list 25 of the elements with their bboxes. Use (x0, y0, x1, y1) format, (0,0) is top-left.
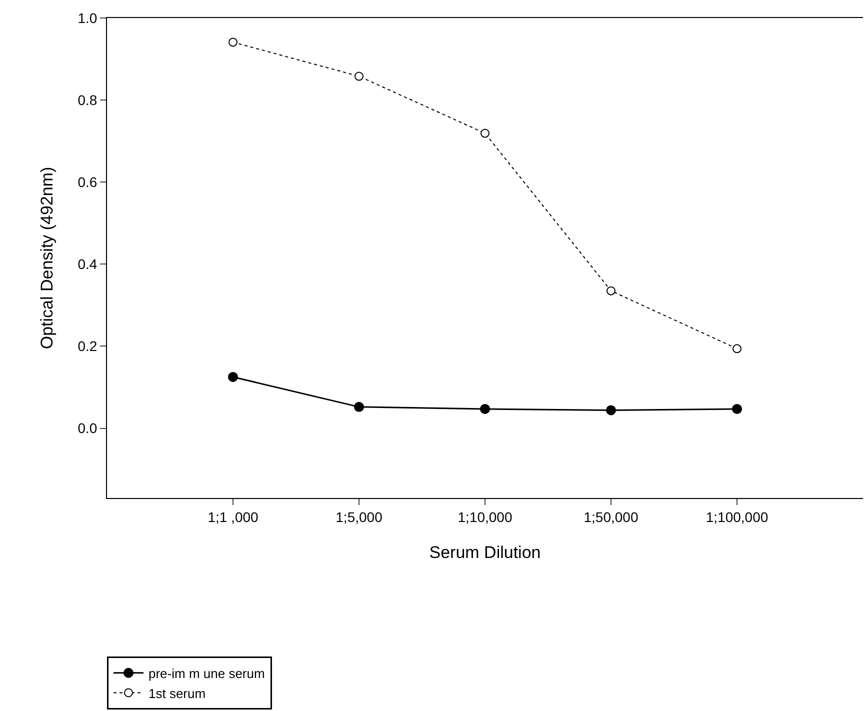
x-tick-label: 1;5,000 (336, 508, 383, 525)
y-tick-label: 0.4 (78, 256, 98, 272)
point (480, 128, 490, 138)
x-tick-label: 1;1 ,000 (208, 508, 259, 525)
point (228, 372, 238, 382)
y-tick-label: 1.0 (78, 10, 98, 26)
y-tick-label: 0.6 (78, 174, 98, 190)
point (732, 404, 742, 414)
y-tick-label: 0.0 (78, 420, 98, 436)
point (228, 38, 238, 47)
x-tick-label: 1;50,000 (584, 508, 638, 525)
point (732, 344, 742, 354)
point (354, 72, 364, 81)
x-axis-title: Serum Dilution (429, 543, 541, 562)
legend-label: pre-im m une serum (148, 666, 265, 681)
legend-label: 1st serum (148, 686, 206, 701)
point (606, 286, 616, 296)
point (480, 404, 490, 414)
y-axis-title: Optical Density (492nm) (37, 166, 56, 350)
x-tick-label: 1;10,000 (458, 508, 512, 525)
point (606, 405, 616, 416)
point (354, 402, 364, 412)
y-tick-label: 0.8 (78, 92, 98, 108)
y-tick-label: 0.2 (78, 338, 98, 354)
x-tick-label: 1;100,000 (706, 508, 768, 525)
